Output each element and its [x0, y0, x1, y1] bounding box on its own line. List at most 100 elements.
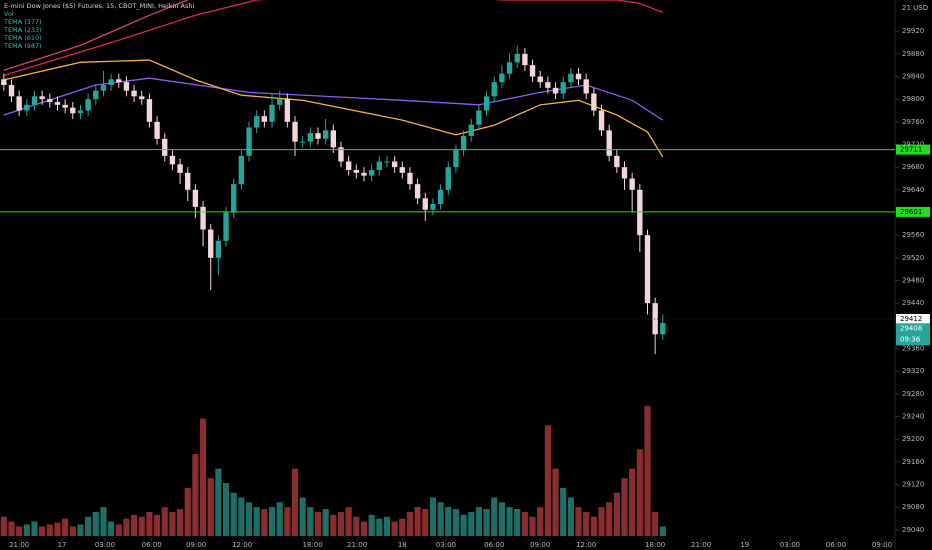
volume-bar [337, 511, 345, 536]
volume-bar [330, 514, 337, 536]
x-tick-label: 21:00 [9, 541, 29, 549]
volume-bar [115, 524, 122, 536]
level-label: 29711 [900, 146, 922, 154]
volume-bar [222, 483, 230, 536]
candle-body [8, 84, 15, 97]
volume-bar [54, 522, 61, 536]
candle-body [514, 53, 520, 63]
volume-bar [475, 507, 482, 536]
candle-body [223, 212, 229, 241]
y-tick-label: 29040 [902, 526, 924, 534]
volume-bar [491, 497, 498, 536]
volume-bar [406, 511, 414, 536]
volume-bar [483, 509, 490, 536]
candle-body [384, 161, 390, 163]
volume-bar [345, 507, 352, 536]
volume-bar [131, 514, 138, 536]
last-price-tag [896, 314, 930, 325]
candle-body [575, 73, 582, 80]
volume-bar [621, 478, 628, 536]
close-price-label: 29408 [900, 324, 922, 332]
y-tick-label: 29720 [902, 140, 924, 148]
candle-body [629, 178, 635, 190]
candle-body [414, 184, 421, 199]
candle-body [39, 96, 45, 100]
candle-body [231, 184, 237, 213]
volume-bar [207, 478, 214, 536]
candle-body [437, 189, 444, 204]
volume-bar [16, 526, 23, 536]
x-tick-label: 09:00 [872, 541, 892, 549]
candle-body [568, 73, 574, 83]
legend-entry: TEMA (987) [3, 42, 42, 50]
candle-body [545, 82, 551, 88]
candle-body [246, 127, 252, 156]
volume-bar [154, 514, 161, 536]
candle-body [506, 62, 513, 74]
volume-bar [0, 516, 7, 536]
candle-body [154, 121, 160, 139]
y-tick-label: 29160 [902, 458, 924, 466]
candle-body [315, 133, 321, 139]
candle-body [238, 155, 245, 185]
y-tick-label: 29560 [902, 231, 924, 239]
volume-bar [544, 425, 551, 536]
volume-bar [284, 507, 291, 536]
candle-body [62, 104, 68, 108]
candle-body [422, 198, 428, 210]
volume-bar [123, 518, 130, 536]
legend-volume: Vol [4, 10, 14, 18]
volume-bar [92, 511, 99, 536]
x-tick-label: 18 [398, 541, 407, 549]
candle-body [338, 147, 344, 162]
candle-body [192, 189, 199, 207]
volume-bar [161, 507, 168, 536]
volume-bar [460, 514, 467, 536]
candle-body [200, 206, 206, 230]
volume-bar [644, 406, 651, 536]
y-tick-label: 29480 [902, 276, 924, 284]
candle-body [560, 82, 566, 94]
x-tick-label: 19 [740, 541, 749, 549]
volume-bar [353, 516, 360, 536]
y-tick-label: 29440 [902, 299, 924, 307]
x-tick-label: 09:00 [530, 541, 550, 549]
volume-bar [598, 507, 605, 536]
x-tick-label: 03:00 [95, 541, 115, 549]
volume-bar [537, 507, 544, 536]
candle-body [93, 90, 99, 100]
candle-body [453, 150, 459, 168]
candle-body [345, 161, 352, 170]
y-tick-label: 29760 [902, 118, 924, 126]
volume-bar [383, 516, 391, 536]
candle-body [322, 130, 329, 139]
volume-bar [567, 497, 574, 536]
y-tick-label: 29880 [902, 50, 924, 58]
candle-body [499, 73, 505, 83]
volume-bar [590, 516, 597, 536]
candle-body [621, 167, 628, 179]
legend-entry: TEMA (377) [3, 18, 42, 26]
candle-body [261, 116, 268, 122]
candle-body [460, 135, 467, 151]
x-tick-label: 21:00 [347, 541, 367, 549]
volume-bar [314, 511, 322, 536]
candle-body [139, 96, 145, 100]
y-tick-label: 29200 [902, 435, 924, 443]
candle-body [368, 169, 375, 176]
volume-bar [215, 468, 222, 536]
volume-bar [146, 511, 153, 536]
volume-bar [437, 502, 444, 536]
candle-body [537, 76, 543, 83]
candle-body [637, 189, 643, 236]
x-tick-label: 17 [58, 541, 67, 549]
tema-line [3, 77, 664, 121]
volume-bar [192, 454, 199, 536]
volume-bar [498, 502, 505, 536]
x-tick-label: 06:00 [142, 541, 162, 549]
candle-body [552, 87, 559, 94]
volume-bar [629, 468, 636, 536]
candle-body [123, 82, 130, 91]
level-tag [896, 144, 930, 155]
